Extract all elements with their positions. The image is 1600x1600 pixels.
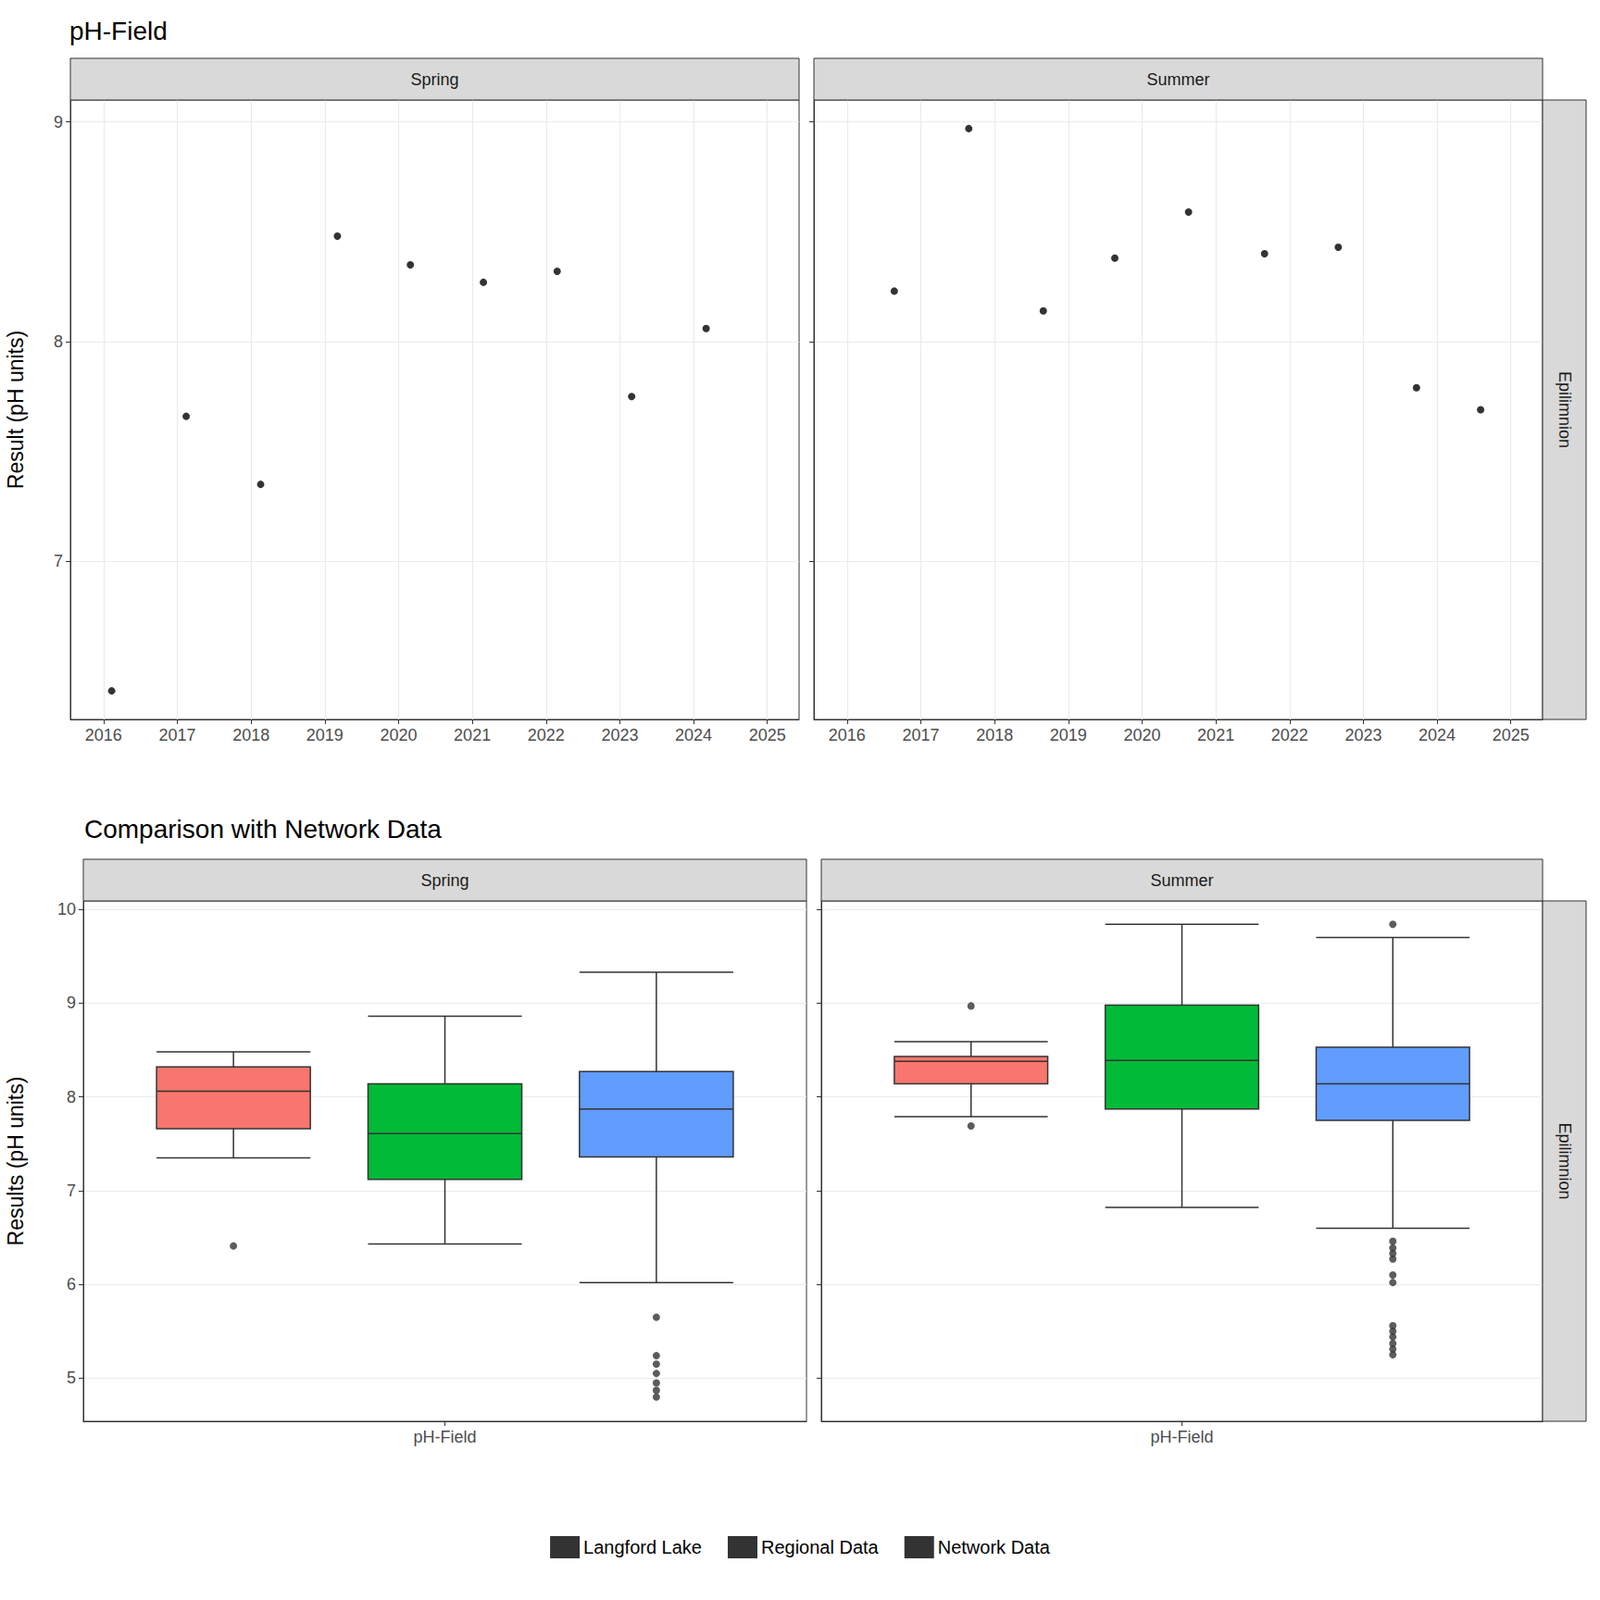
svg-text:pH-Field: pH-Field xyxy=(1150,1427,1213,1447)
svg-text:pH-Field: pH-Field xyxy=(412,1427,476,1447)
svg-text:pH-Field: pH-Field xyxy=(69,16,168,46)
svg-text:2016: 2016 xyxy=(828,725,866,745)
svg-text:Regional Data: Regional Data xyxy=(761,1537,880,1558)
svg-text:Summer: Summer xyxy=(1150,871,1213,890)
svg-text:2017: 2017 xyxy=(158,725,196,745)
svg-text:2020: 2020 xyxy=(1123,725,1161,745)
svg-text:2025: 2025 xyxy=(749,725,787,745)
svg-text:Result (pH units): Result (pH units) xyxy=(3,330,28,489)
svg-text:2025: 2025 xyxy=(1492,725,1530,745)
svg-text:Results (pH units): Results (pH units) xyxy=(3,1076,28,1247)
svg-text:2017: 2017 xyxy=(901,725,939,745)
svg-text:10: 10 xyxy=(57,900,76,919)
svg-text:Comparison with Network Data: Comparison with Network Data xyxy=(84,814,442,844)
svg-text:8: 8 xyxy=(66,1087,76,1107)
svg-text:2022: 2022 xyxy=(1271,725,1309,745)
svg-text:Epilimnion: Epilimnion xyxy=(1555,1122,1575,1200)
svg-text:8: 8 xyxy=(53,332,63,351)
svg-text:2018: 2018 xyxy=(232,725,270,745)
svg-text:2024: 2024 xyxy=(1418,725,1456,745)
svg-text:9: 9 xyxy=(66,993,76,1013)
svg-text:2023: 2023 xyxy=(600,725,638,745)
svg-text:2021: 2021 xyxy=(1197,725,1235,745)
svg-text:2022: 2022 xyxy=(527,725,565,745)
svg-text:2019: 2019 xyxy=(1050,725,1088,745)
svg-text:Summer: Summer xyxy=(1146,70,1210,89)
svg-text:7: 7 xyxy=(66,1181,76,1200)
svg-text:2016: 2016 xyxy=(85,725,123,745)
svg-text:9: 9 xyxy=(53,112,63,132)
svg-text:6: 6 xyxy=(66,1275,76,1294)
svg-text:2018: 2018 xyxy=(975,725,1013,745)
svg-text:2021: 2021 xyxy=(453,725,491,745)
svg-text:Network Data: Network Data xyxy=(937,1537,1051,1558)
svg-text:5: 5 xyxy=(66,1368,76,1388)
svg-text:7: 7 xyxy=(53,551,63,571)
svg-text:2020: 2020 xyxy=(379,725,417,745)
svg-text:2024: 2024 xyxy=(675,725,713,745)
svg-text:Spring: Spring xyxy=(410,70,459,89)
svg-text:Langford Lake: Langford Lake xyxy=(583,1537,702,1558)
svg-text:2019: 2019 xyxy=(306,725,344,745)
svg-text:Spring: Spring xyxy=(420,871,469,890)
svg-text:2023: 2023 xyxy=(1344,725,1382,745)
svg-text:Epilimnion: Epilimnion xyxy=(1555,371,1575,449)
